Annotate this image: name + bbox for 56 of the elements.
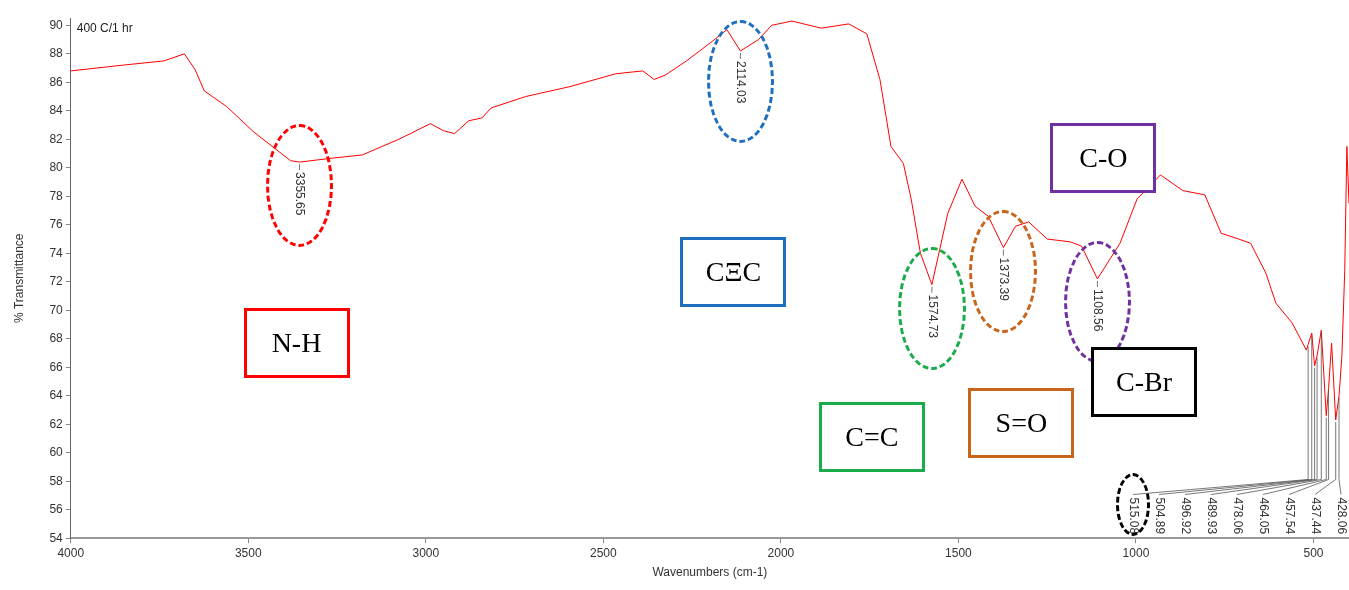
- annotation: C=C: [845, 420, 899, 453]
- x-axis-title: Wavenumbers (cm-1): [652, 565, 768, 580]
- label-box: N-H: [243, 308, 350, 379]
- y-tick-label: 82: [49, 131, 64, 146]
- annotation: C-Br: [1116, 365, 1172, 398]
- y-tick-label: 66: [49, 359, 64, 374]
- annotation: 478.06: [1230, 497, 1245, 535]
- y-tick-label: 78: [49, 188, 64, 203]
- x-tick-label: 2500: [590, 545, 618, 560]
- annotation: 496.92: [1178, 497, 1193, 535]
- annotation: 1574.73: [925, 294, 940, 339]
- label-box: S=O: [968, 387, 1075, 458]
- y-tick-label: 56: [49, 502, 64, 517]
- label-box: CΞC: [680, 236, 787, 307]
- y-tick-label: 68: [49, 331, 64, 346]
- x-tick-label: 4000: [57, 545, 85, 560]
- y-tick-label: 80: [49, 160, 64, 175]
- x-tick-label: 1500: [945, 545, 973, 560]
- y-tick-label: 70: [49, 302, 64, 317]
- annotation: N-H: [271, 327, 322, 360]
- y-tick-label: 64: [49, 388, 64, 403]
- y-tick-label: 90: [49, 17, 64, 32]
- annotation: 464.05: [1256, 497, 1271, 535]
- x-tick-label: 1000: [1122, 545, 1150, 560]
- label-box: C-O: [1050, 122, 1157, 193]
- x-tick-label: 3500: [234, 545, 262, 560]
- x-tick-label: 3000: [412, 545, 440, 560]
- y-tick-label: 54: [49, 530, 64, 545]
- y-axis-title: % Transmittance: [11, 233, 26, 323]
- y-tick-label: 60: [49, 445, 64, 460]
- annotation: 428.06: [1334, 497, 1349, 535]
- annotation: 437.44: [1308, 497, 1323, 535]
- x-tick-label: 500: [1303, 545, 1324, 560]
- annotation: 400 C/1 hr: [76, 20, 133, 35]
- annotation: 504.89: [1152, 497, 1167, 535]
- annotation: 2114.03: [734, 60, 749, 104]
- annotation: 1373.39: [997, 257, 1012, 302]
- annotation: 515.08: [1126, 497, 1141, 535]
- label-box: C=C: [818, 401, 925, 472]
- y-tick-label: 74: [49, 245, 64, 260]
- annotation: C-O: [1079, 141, 1128, 174]
- y-tick-label: 76: [49, 217, 64, 232]
- annotation: 489.93: [1204, 497, 1219, 535]
- annotation: 3355.65: [293, 172, 308, 216]
- annotation: CΞC: [705, 255, 762, 288]
- annotation: 457.54: [1282, 497, 1297, 535]
- y-tick-label: 58: [49, 473, 64, 488]
- y-tick-label: 72: [49, 274, 64, 289]
- annotation: S=O: [995, 406, 1048, 439]
- annotation: 1108.56: [1091, 288, 1106, 332]
- y-tick-label: 62: [49, 416, 64, 431]
- x-tick-label: 2000: [767, 545, 795, 560]
- y-tick-label: 88: [49, 46, 64, 61]
- y-tick-label: 86: [49, 74, 64, 89]
- label-box: C-Br: [1091, 346, 1197, 417]
- y-tick-label: 84: [49, 103, 64, 118]
